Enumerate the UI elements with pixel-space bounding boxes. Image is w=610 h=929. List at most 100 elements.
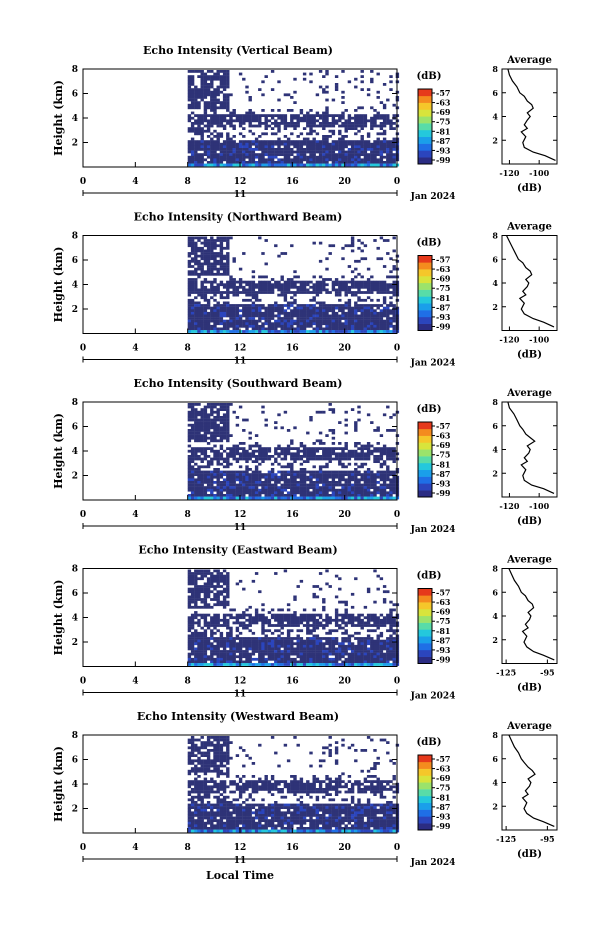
echo-cell [379,114,384,117]
echo-cell [302,455,307,458]
echo-cell [280,657,284,661]
echo-cell [389,285,393,289]
echo-cell [296,304,300,307]
profile-y-tick-label: 8 [492,64,498,74]
echo-cell [200,642,204,646]
echo-cell [309,119,313,123]
echo-cell [347,478,352,482]
echo-cell [200,650,204,653]
echo-cell [290,301,294,305]
echo-cell [248,324,252,328]
echo-cell [338,114,342,117]
echo-cell [270,283,275,287]
echo-cell [229,494,233,497]
echo-cell [293,293,297,297]
echo-cell [200,488,204,492]
echo-cell [210,77,214,81]
echo-cell [216,462,220,466]
echo-cell [299,111,304,115]
echo-cell [251,319,256,323]
echo-cell [197,161,201,164]
echo-cell [226,324,230,328]
echo-cell [200,496,204,500]
echo-cell [203,124,208,128]
echo-cell [245,608,249,612]
echo-cell [325,114,329,117]
echo-cell [226,98,230,102]
echo-cell [379,319,384,323]
echo-cell [370,473,374,476]
echo-cell [318,465,323,469]
echo-cell [347,265,352,268]
echo-cell [299,163,304,167]
echo-cell [216,585,220,588]
echo-cell [242,280,246,284]
profile-y-tick-label: 2 [492,302,498,312]
echo-cell [296,647,300,651]
echo-cell [309,478,313,482]
echo-cell [366,330,371,333]
echo-cell [280,452,284,456]
echo-cell [315,478,320,482]
echo-cell [203,655,208,659]
echo-cell [238,324,243,328]
echo-cell [350,324,355,328]
echo-cell [270,163,275,167]
echo-cell [357,322,361,326]
echo-cell [248,444,252,448]
echo-cell [197,410,201,414]
echo-cell [274,483,278,487]
echo-cell [261,652,265,656]
echo-cell [277,124,281,128]
echo-cell [242,309,246,313]
echo-cell [322,161,326,164]
echo-cell [296,473,300,476]
echo-cell [347,119,352,123]
echo-cell [296,314,300,318]
echo-cell [235,478,240,482]
echo-cell [306,111,310,115]
colorbar-swatch [418,462,432,471]
echo-cell [254,124,259,128]
echo-cell [203,429,208,432]
echo-cell [187,436,192,440]
echo-cell [331,473,336,476]
echo-cell [350,470,355,474]
echo-cell [219,249,224,253]
echo-cell [187,288,192,292]
echo-cell [350,239,355,242]
echo-cell [334,322,339,326]
echo-cell [363,486,368,489]
echo-cell [306,642,310,646]
echo-cell [341,330,345,333]
echo-cell [258,161,262,164]
echo-cell [328,429,332,432]
echo-cell [190,111,195,115]
echo-cell [270,327,275,331]
echo-cell [357,114,361,117]
echo-cell [290,124,294,128]
echo-cell [264,663,268,666]
echo-cell [389,496,393,500]
echo-cell [312,158,316,162]
echo-cell [258,650,262,653]
echo-cell [248,652,252,656]
echo-cell [376,137,380,141]
echo-cell [213,431,217,435]
echo-cell [216,101,220,104]
echo-cell [366,494,371,497]
echo-cell [299,652,304,656]
echo-cell [338,455,342,458]
echo-cell [312,114,316,117]
echo-cell [216,478,220,482]
echo-cell [270,142,275,146]
echo-cell [264,634,268,638]
echo-cell [206,319,211,323]
echo-cell [306,116,310,120]
echo-cell [264,158,268,162]
echo-cell [315,644,320,648]
echo-cell [312,161,316,164]
echo-cell [194,262,198,266]
echo-cell [226,311,230,315]
echo-cell [290,624,294,627]
